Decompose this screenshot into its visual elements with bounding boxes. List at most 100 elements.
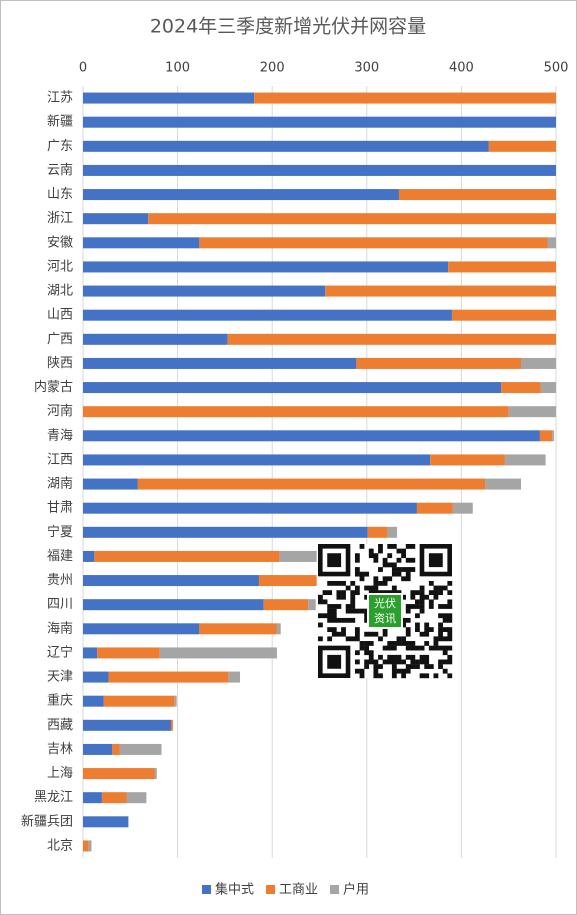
qr-module [350,590,356,596]
qr-module [318,636,323,642]
qr-module [364,664,370,669]
qr-module [419,645,425,651]
bar-segment [159,647,277,659]
y-tick-label: 内蒙古 [34,379,73,395]
bar-segment [398,189,556,201]
qr-module [401,576,406,582]
qr-logo-text: 资讯 [374,612,396,625]
qr-finder [317,645,351,678]
x-tick-label: 100 [165,61,190,76]
qr-module [447,659,453,665]
y-tick-label: 河南 [47,403,73,419]
qr-module [364,659,370,665]
qr-module [396,557,402,563]
qr-module [410,659,416,665]
bar-segment [83,840,89,852]
qr-module [391,673,397,679]
qr-finder-core [428,553,443,568]
qr-module [405,571,411,577]
qr-module [350,608,356,614]
bar-segment [199,623,277,635]
bar-segment [83,237,200,249]
qr-module [433,590,439,596]
bar-segment [83,743,113,755]
qr-module [368,548,374,554]
qr-module [354,650,360,656]
qr-module [364,650,370,656]
qr-module [382,590,388,596]
qr-module [424,627,430,632]
qr-module [391,641,397,646]
y-tick-label: 福建 [47,549,73,564]
bar-segment [83,647,98,659]
qr-module [318,594,323,600]
bar-segment [451,309,556,321]
qr-module [318,599,323,605]
qr-module [364,594,370,600]
qr-module [378,567,383,572]
bar-segment [520,357,556,369]
qr-module [350,580,356,586]
qr-module [415,659,420,665]
qr-module [438,631,443,637]
qr-module [368,631,374,637]
qr-module [359,668,365,674]
qr-finder [419,544,452,577]
bar-segment [83,309,452,321]
qr-module [401,617,406,623]
qr-module [373,631,379,637]
qr-module [438,590,443,596]
qr-module [410,604,416,609]
qr-module [396,659,402,665]
qr-module [442,617,448,623]
qr-module [419,604,425,609]
qr-module [354,668,360,674]
y-tick-label: 黑龙江 [34,790,73,805]
bar-segment [83,671,109,683]
bar-segment [83,623,200,635]
qr-module [382,631,388,637]
bar-segment [540,382,556,394]
qr-module [438,627,443,632]
qr-module [419,673,425,679]
bar-segment [83,261,449,273]
bar-segment [170,719,173,731]
qr-module [359,645,365,651]
qr-module [447,613,453,619]
qr-module [341,617,346,623]
qr-module [382,659,388,665]
bar-segment [547,237,556,249]
qr-module [433,673,439,679]
qr-module [433,585,439,591]
qr-module [345,604,351,609]
qr-module [336,590,342,596]
qr-module [405,641,411,646]
qr-module [387,645,393,651]
qr-module [405,631,411,637]
qr-module [364,571,370,577]
qr-module [364,617,370,623]
qr-module [345,617,351,623]
qr-module [438,604,443,609]
y-tick-label: 宁夏 [47,524,73,540]
qr-module [341,580,346,586]
qr-module [415,664,420,669]
qr-module [387,576,393,582]
qr-module [405,617,411,623]
qr-module [373,580,379,586]
qr-module [442,613,448,619]
qr-module [391,654,397,660]
y-tick-label: 云南 [47,162,73,178]
qr-module [433,641,439,646]
qr-module [405,608,411,614]
y-tick-label: 天津 [47,670,73,685]
bar-segment [83,285,326,297]
bar-segment [83,454,431,466]
qr-module [438,645,443,651]
qr-module [405,664,411,669]
qr-module [373,664,379,669]
qr-module [322,590,328,596]
qr-module [327,613,333,619]
y-tick-label: 江西 [47,452,73,467]
qr-module [387,654,393,660]
